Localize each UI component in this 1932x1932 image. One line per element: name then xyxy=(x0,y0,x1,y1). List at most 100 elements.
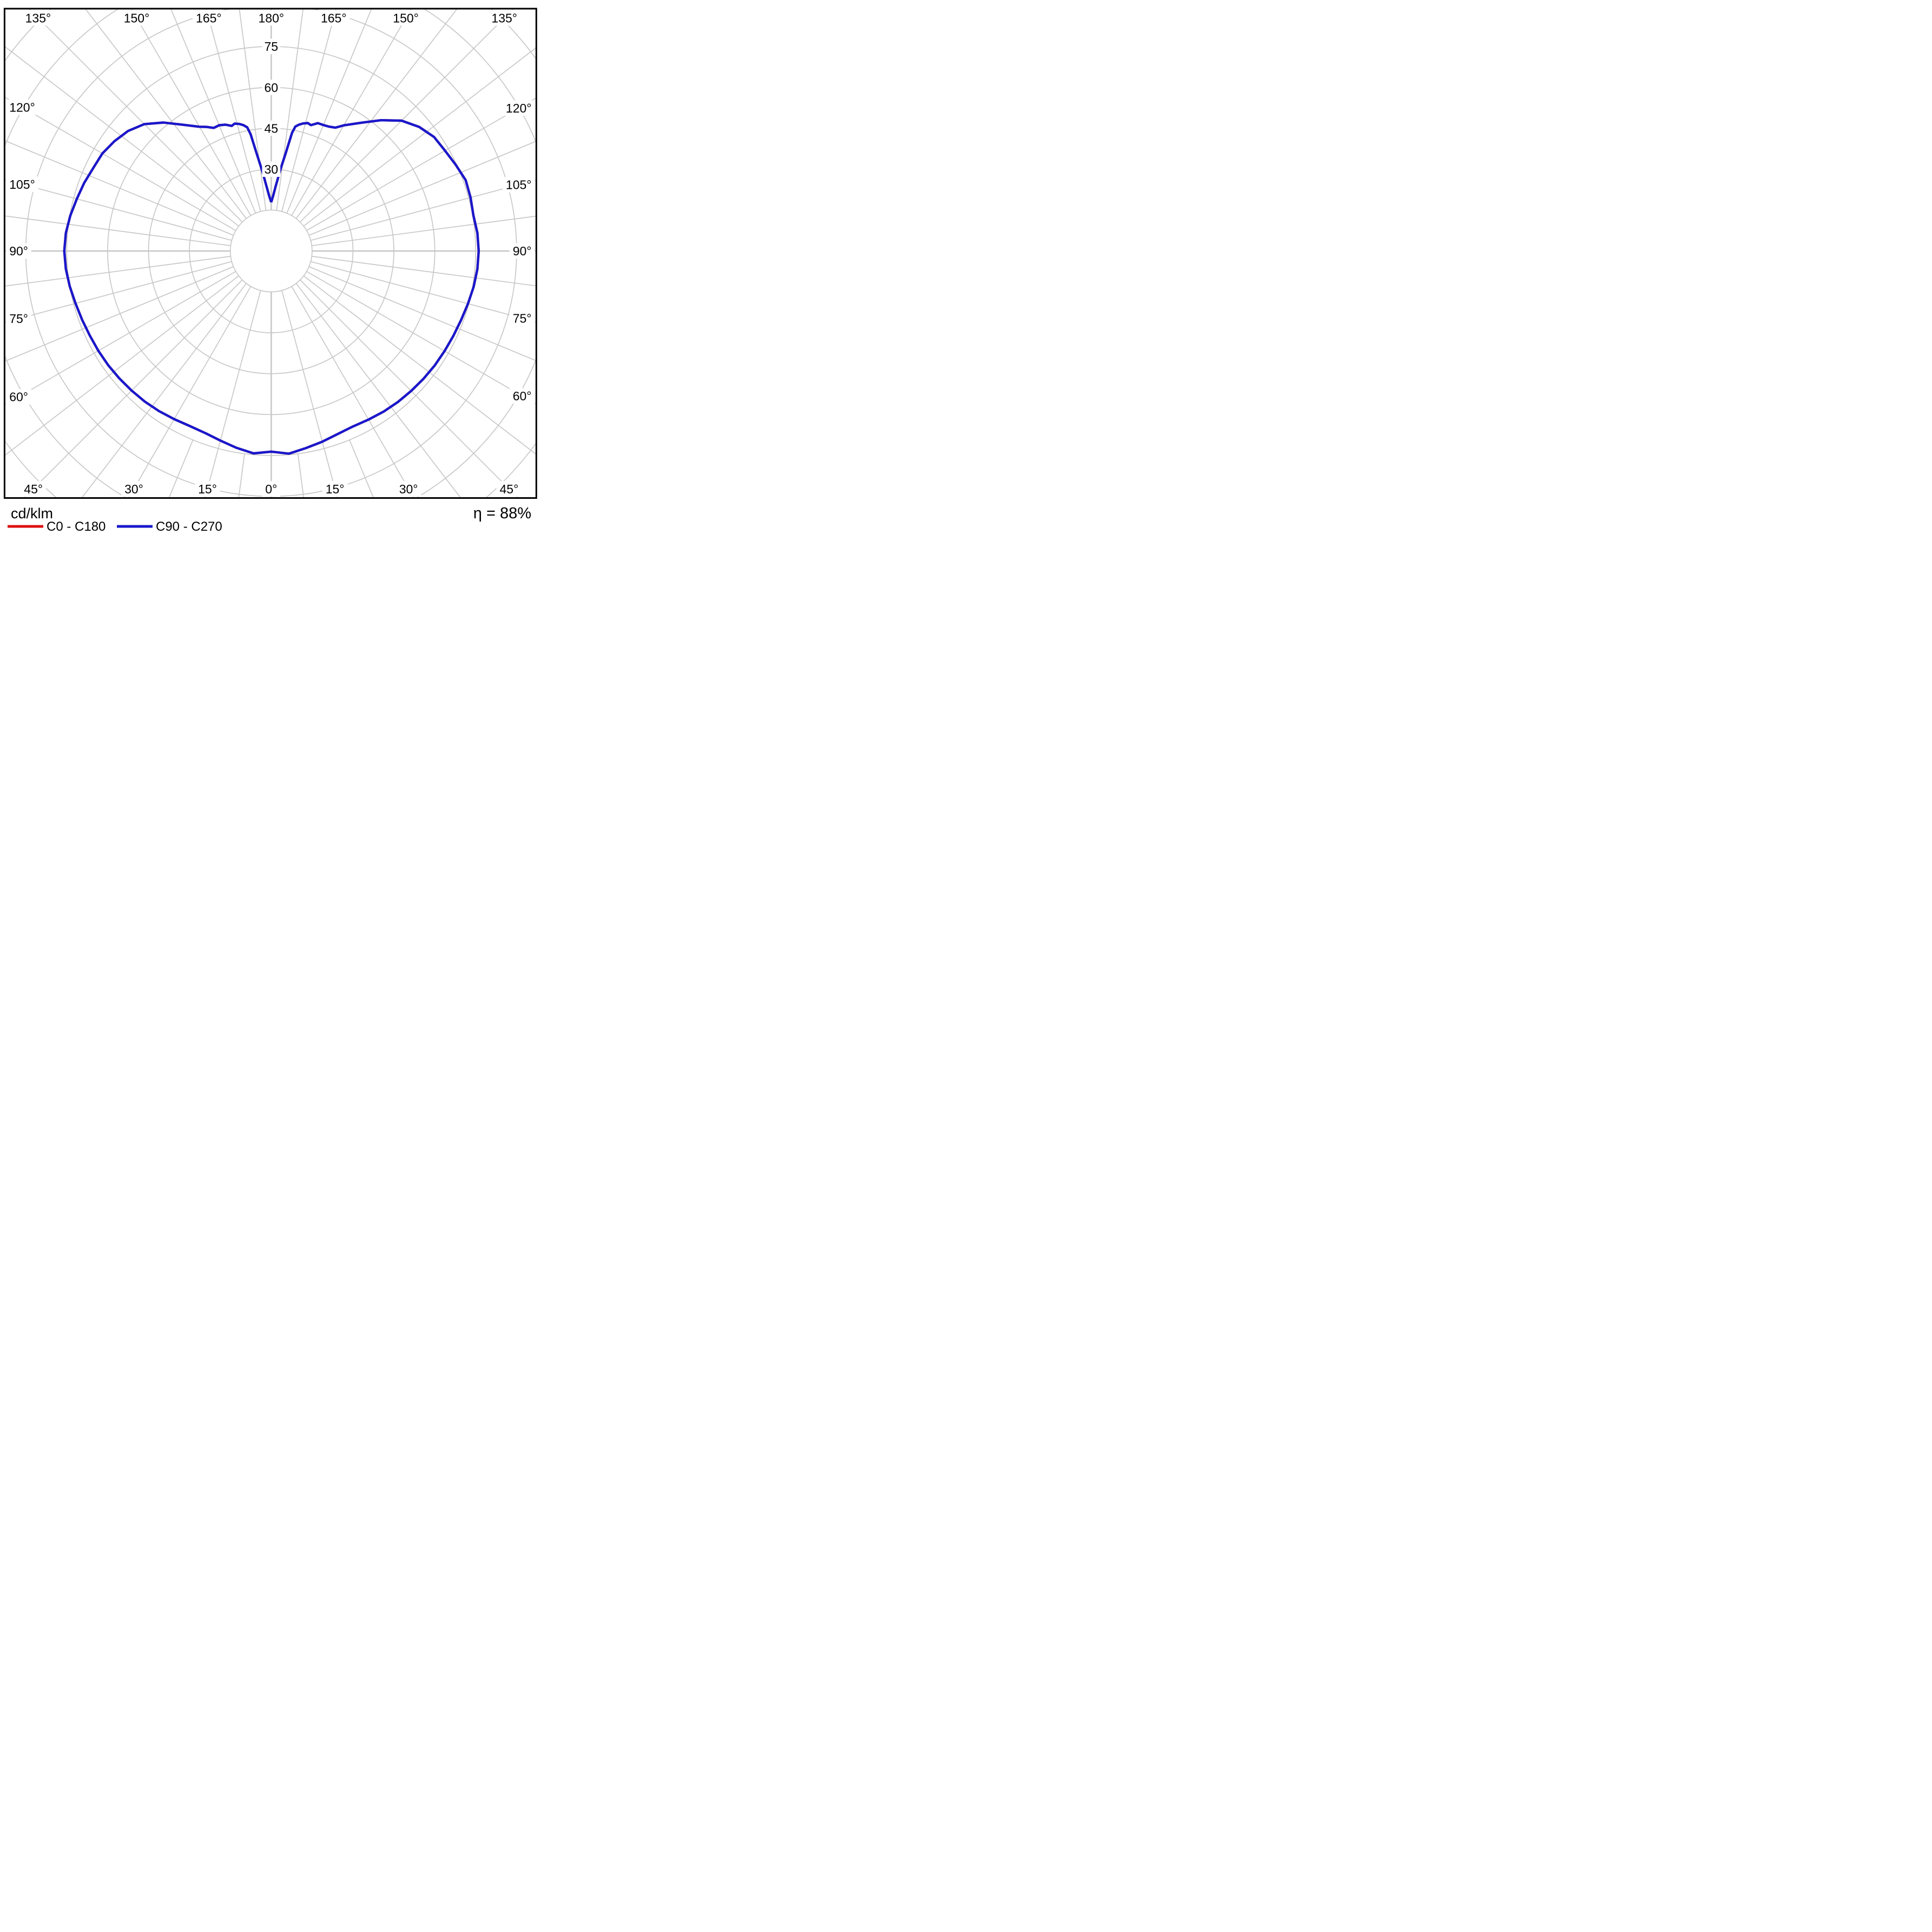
angle-label-L60-mask xyxy=(6,389,31,405)
spoke-L127.5 xyxy=(4,45,239,227)
ring-label-30-mask xyxy=(262,161,281,177)
spoke-R157.5 xyxy=(286,9,372,214)
angle-label-L75: 75° xyxy=(9,312,28,326)
legend-label-c0-c180: C0 - C180 xyxy=(47,519,105,534)
spoke-L75 xyxy=(4,261,232,323)
efficiency-value: η = 88% xyxy=(473,505,531,522)
angle-label-R150-mask xyxy=(390,10,422,26)
spoke-L165 xyxy=(206,9,261,212)
spoke-L150 xyxy=(130,9,252,216)
spoke-L30 xyxy=(128,286,252,498)
spoke-R172.5 xyxy=(276,9,304,211)
spoke-L82.5 xyxy=(4,255,231,287)
angle-label-R105: 105° xyxy=(506,178,532,192)
angle-label-R120: 120° xyxy=(506,101,532,115)
angle-label-R165: 165° xyxy=(321,11,347,25)
spoke-R127.5 xyxy=(303,47,537,227)
angle-label-L120: 120° xyxy=(9,100,35,114)
angle-label-R0-mask xyxy=(262,481,281,497)
angle-label-L135: 135° xyxy=(25,11,51,25)
angle-label-L15-mask xyxy=(195,481,220,497)
angle-label-L60: 60° xyxy=(9,390,28,404)
angle-label-R165-mask xyxy=(317,10,350,26)
spoke-R52.5 xyxy=(303,275,537,455)
angle-label-R15: 15° xyxy=(326,482,345,496)
spoke-R120 xyxy=(306,97,537,231)
spoke-R112.5 xyxy=(308,141,537,236)
angle-label-L105: 105° xyxy=(9,177,35,192)
spoke-L120 xyxy=(4,96,236,231)
spoke-R82.5 xyxy=(312,255,537,287)
angle-label-L165-mask xyxy=(193,10,225,26)
spoke-L157.5 xyxy=(170,9,256,214)
angle-label-L45-mask xyxy=(21,481,47,497)
angle-label-R60-mask xyxy=(509,388,535,404)
angle-label-L30: 30° xyxy=(124,482,143,496)
ring-15 xyxy=(229,209,313,293)
ring-label-45: 45 xyxy=(265,121,279,135)
legend-item-c0-c180: C0 - C180 xyxy=(8,519,105,534)
plot-border xyxy=(3,8,537,499)
angle-label-L45: 45° xyxy=(24,482,43,496)
angle-label-R45-mask xyxy=(496,481,522,497)
unit-label: cd/klm xyxy=(11,505,53,522)
polar-grid xyxy=(4,9,537,498)
angle-label-L105-mask xyxy=(6,176,38,192)
spoke-L97.5 xyxy=(4,215,231,246)
spoke-R150 xyxy=(291,9,412,216)
spoke-R135 xyxy=(300,9,515,223)
angle-label-L135-mask xyxy=(22,10,55,26)
spoke-R97.5 xyxy=(312,215,537,246)
angle-label-L90-mask xyxy=(6,243,31,259)
ring-label-60-mask xyxy=(262,80,281,95)
spoke-R37.5 xyxy=(295,283,461,498)
spoke-R165 xyxy=(281,9,337,212)
spoke-R75 xyxy=(311,261,537,323)
angle-label-L30-mask xyxy=(121,481,147,497)
angle-label-R0: 0° xyxy=(265,482,277,496)
ring-label-75: 75 xyxy=(265,39,279,54)
spoke-L15 xyxy=(205,290,261,498)
angle-label-L75-mask xyxy=(6,311,31,327)
angle-label-R180-mask xyxy=(255,10,288,26)
spoke-R45 xyxy=(300,279,519,498)
angle-label-L150-mask xyxy=(120,10,153,26)
angle-label-L15: 15° xyxy=(198,482,217,496)
spoke-R60 xyxy=(306,271,537,405)
spoke-R15 xyxy=(281,290,338,498)
footer: cd/klm η = 88% C0 - C180 C90 - C270 xyxy=(8,505,531,534)
spoke-R105 xyxy=(311,179,537,241)
spoke-L135 xyxy=(28,9,243,223)
angle-label-R120-mask xyxy=(502,100,535,116)
angle-label-L165: 165° xyxy=(196,11,222,25)
photometric-diagram-page: 30 45 60 75 0° 15° 15° 30° 30° 45° 45° 60° 60° 75° 75°… xyxy=(0,0,541,541)
spoke-R142.5 xyxy=(295,9,458,219)
spoke-L105 xyxy=(4,179,232,241)
spoke-L60 xyxy=(4,271,236,406)
spoke-L67.5 xyxy=(4,266,234,362)
angle-label-R75: 75° xyxy=(513,311,532,325)
ring-label-30: 30 xyxy=(265,162,279,176)
ring-label-60: 60 xyxy=(265,81,279,95)
angle-label-R105-mask xyxy=(502,177,535,193)
spoke-L52.5 xyxy=(4,275,239,457)
spoke-R67.5 xyxy=(308,266,537,361)
spoke-L112.5 xyxy=(4,140,234,236)
angle-label-R135: 135° xyxy=(491,11,517,25)
curve-c90-c270 xyxy=(63,119,480,455)
angle-label-R30-mask xyxy=(395,481,421,497)
angle-label-R75-mask xyxy=(509,310,535,326)
angle-label-R135-mask xyxy=(488,10,520,26)
spoke-R30 xyxy=(291,286,414,498)
legend-item-c90-c270: C90 - C270 xyxy=(117,519,222,534)
angle-label-R60: 60° xyxy=(513,389,532,403)
angle-label-R180: 180° xyxy=(259,11,285,25)
polar-intensity-chart: 30 45 60 75 0° 15° 15° 30° 30° 45° 45° 60° 60° 75° 75°… xyxy=(3,8,537,534)
ring-label-45-mask xyxy=(262,120,281,136)
spoke-L37.5 xyxy=(81,283,247,498)
angle-label-R90: 90° xyxy=(513,244,532,258)
legend-label-c90-c270: C90 - C270 xyxy=(156,519,222,534)
angle-label-L90: 90° xyxy=(9,244,28,258)
ring-label-75-mask xyxy=(262,38,281,55)
legend: C0 - C180 C90 - C270 xyxy=(8,519,222,534)
